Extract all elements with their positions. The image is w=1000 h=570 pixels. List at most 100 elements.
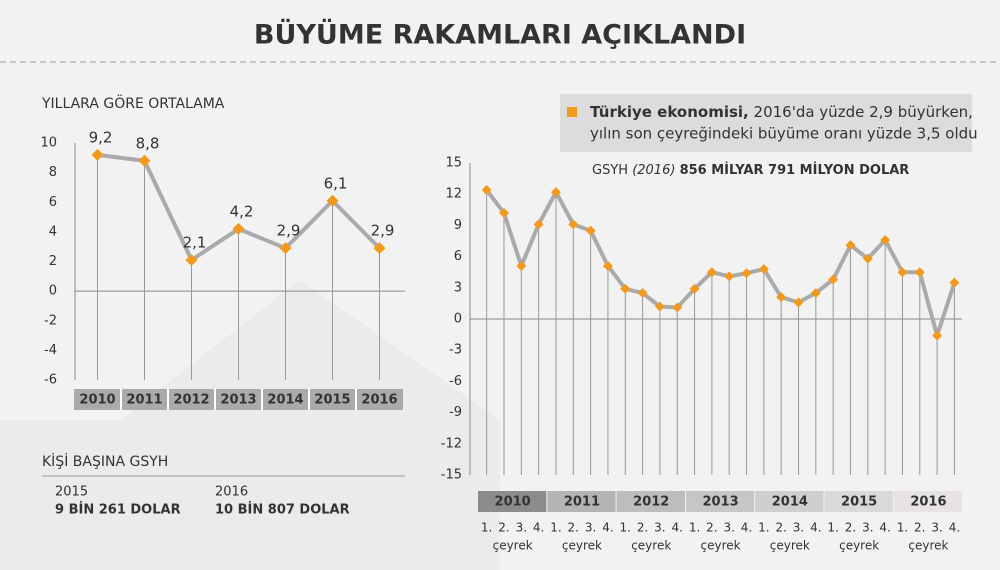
quarter-label: 3. (862, 521, 873, 535)
marker (637, 288, 648, 298)
quarter-label: 4. (810, 521, 821, 535)
marker (897, 267, 908, 278)
x-tick-label: 2010 (79, 393, 115, 408)
quarter-label: 1. (689, 521, 700, 535)
quarter-label: 1. (758, 521, 769, 535)
note-line2: yılın son çeyreğindeki büyüme oranı yüzd… (590, 125, 978, 143)
gdp-year: (2016) (632, 163, 675, 178)
y-tick-label: -12 (441, 436, 462, 451)
year-label: 2016 (910, 495, 946, 510)
gdp-line: GSYH (2016) 856 MİLYAR 791 MİLYON DOLAR (592, 162, 909, 178)
y-tick-label: 12 (445, 187, 462, 202)
x-tick-label: 2014 (267, 393, 303, 408)
value-label: 4,2 (230, 202, 254, 220)
year-label: 2010 (495, 495, 531, 510)
marker (481, 185, 492, 196)
marker (602, 260, 613, 271)
pc-value: 9 BİN 261 DOLAR (55, 502, 181, 518)
value-label: 9,2 (89, 128, 113, 146)
series-line (485, 188, 957, 338)
year-box (685, 491, 755, 512)
pc-year: 2015 (55, 485, 88, 500)
quarter-label: 2. (706, 521, 717, 535)
year-box (893, 491, 963, 512)
y-tick-label: -9 (449, 405, 462, 420)
y-tick-label: -15 (441, 468, 462, 483)
year-box (824, 491, 893, 512)
quarter-label: 4. (602, 521, 613, 535)
marker (706, 267, 717, 278)
y-tick-label: 2 (49, 254, 57, 269)
x-tick-label: 2012 (173, 393, 209, 408)
note-line1: Türkiye ekonomisi, 2016'da yüzde 2,9 büy… (590, 103, 973, 121)
quarter-unit: çeyrek (493, 539, 533, 553)
y-tick-label: -6 (44, 373, 57, 388)
marker (91, 148, 104, 161)
y-tick-label: 10 (40, 136, 57, 151)
y-tick-label: 6 (454, 249, 462, 264)
quarter-label: 2. (775, 521, 786, 535)
value-label: 8,8 (136, 134, 160, 152)
x-tick-label: 2013 (220, 393, 256, 408)
marker (232, 222, 245, 235)
value-label: 2,9 (277, 222, 301, 240)
marker (138, 154, 151, 167)
pc-year: 2016 (215, 485, 248, 500)
marker (279, 242, 292, 255)
quarter-unit: çeyrek (631, 539, 671, 553)
year-box (478, 491, 547, 512)
note-box (560, 94, 972, 152)
marker (914, 267, 925, 278)
marker (326, 194, 339, 207)
decor (0, 280, 500, 570)
quarter-unit: çeyrek (562, 539, 602, 553)
y-tick-label: 9 (454, 218, 462, 233)
y-tick-label: 0 (454, 312, 462, 327)
quarter-label: 3. (516, 521, 527, 535)
quarter-unit: çeyrek (839, 539, 879, 553)
quarter-label: 2. (637, 521, 648, 535)
x-tick-label: 2016 (361, 393, 397, 408)
quarter-label: 3. (585, 521, 596, 535)
quarter-unit: çeyrek (908, 539, 948, 553)
quarter-label: 2. (498, 521, 509, 535)
marker (949, 277, 960, 288)
y-tick-label: 15 (445, 156, 462, 171)
x-tick-label: 2015 (314, 393, 350, 408)
marker (373, 242, 386, 255)
marker (845, 240, 856, 251)
year-label: 2014 (772, 495, 808, 510)
quarter-label: 1. (481, 521, 492, 535)
note-bold: Türkiye ekonomisi, (590, 103, 749, 121)
value-label: 6,1 (324, 174, 348, 192)
marker (550, 187, 561, 198)
note-text: 2016'da yüzde 2,9 büyürken, (754, 103, 973, 121)
note-marker (567, 107, 577, 117)
quarter-unit: çeyrek (701, 539, 741, 553)
gdp-value: 856 MİLYAR 791 MİLYON DOLAR (680, 162, 910, 178)
quarter-label: 3. (723, 521, 734, 535)
year-box (616, 491, 685, 512)
quarter-label: 1. (550, 521, 561, 535)
y-tick-label: -6 (449, 374, 462, 389)
y-tick-label: -3 (449, 343, 462, 358)
per-capita-title: KİŞİ BAŞINA GSYH (42, 452, 168, 470)
value-label: 2,1 (183, 234, 207, 252)
marker (533, 219, 544, 230)
value-label: 2,9 (371, 222, 395, 240)
year-box (755, 491, 824, 512)
marker (793, 297, 804, 308)
marker (620, 283, 631, 294)
marker (776, 292, 787, 303)
left-title: YILLARA GÖRE ORTALAMA (41, 94, 225, 112)
marker (568, 219, 579, 230)
marker (585, 225, 596, 236)
quarter-label: 3. (931, 521, 942, 535)
y-tick-label: 4 (49, 224, 57, 239)
marker (689, 283, 700, 294)
quarter-label: 4. (741, 521, 752, 535)
year-label: 2011 (564, 495, 600, 510)
year-box (547, 491, 616, 512)
y-tick-label: -4 (44, 343, 57, 358)
